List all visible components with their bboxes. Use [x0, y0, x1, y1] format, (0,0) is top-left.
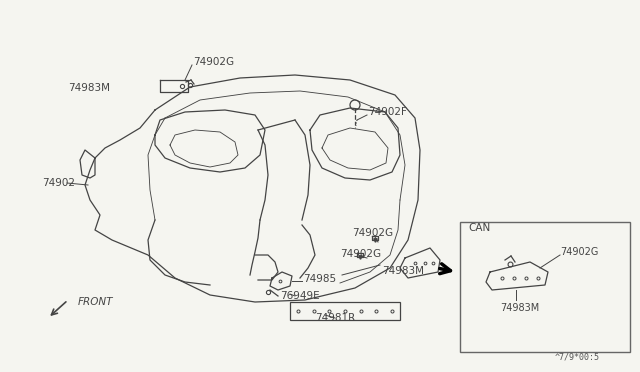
Text: FRONT: FRONT [78, 297, 113, 307]
Text: CAN: CAN [468, 223, 490, 233]
Text: 74981R: 74981R [315, 313, 355, 323]
Text: 74902G: 74902G [560, 247, 598, 257]
Bar [290, 302, 400, 320]
Text: 74983M: 74983M [382, 266, 424, 276]
Text: 74983M: 74983M [500, 303, 540, 313]
Text: 74902G: 74902G [193, 57, 234, 67]
Text: 74902: 74902 [42, 178, 75, 188]
Text: 74902G: 74902G [352, 228, 393, 238]
Text: 74983M: 74983M [68, 83, 110, 93]
Text: 74902G: 74902G [340, 249, 381, 259]
Text: 74985: 74985 [303, 274, 336, 284]
Text: ^7/9*00:5: ^7/9*00:5 [555, 353, 600, 362]
Text: 74902F: 74902F [368, 107, 407, 117]
Bar [460, 222, 630, 352]
Text: 76949E: 76949E [280, 291, 319, 301]
